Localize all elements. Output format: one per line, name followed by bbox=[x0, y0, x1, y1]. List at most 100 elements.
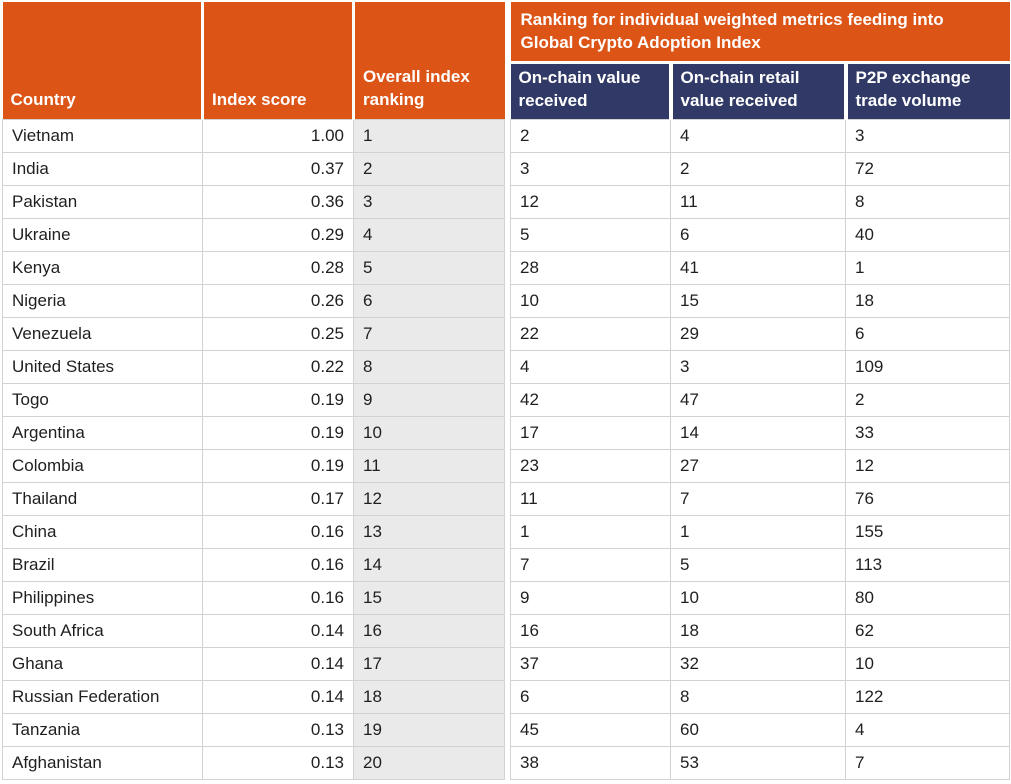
table-row: Vietnam 1.00 1 2 4 3 bbox=[2, 118, 1010, 153]
overall-ranking-cell: 11 bbox=[353, 448, 505, 483]
onchain-value-cell: 7 bbox=[510, 547, 671, 582]
table-row: Thailand 0.17 12 11 7 76 bbox=[2, 481, 1010, 516]
p2p-volume-cell: 8 bbox=[845, 184, 1010, 219]
column-gutter bbox=[504, 185, 511, 218]
overall-ranking-cell: 2 bbox=[353, 151, 505, 186]
index-score-cell: 0.25 bbox=[202, 316, 354, 351]
country-cell: Afghanistan bbox=[2, 745, 203, 780]
index-score-cell: 0.13 bbox=[202, 745, 354, 780]
index-score-cell: 0.28 bbox=[202, 250, 354, 285]
onchain-value-cell: 42 bbox=[510, 382, 671, 417]
index-score-cell: 0.19 bbox=[202, 382, 354, 417]
onchain-retail-cell: 15 bbox=[670, 283, 846, 318]
country-cell: Philippines bbox=[2, 580, 203, 615]
column-gutter bbox=[504, 218, 511, 251]
column-gutter bbox=[504, 317, 511, 350]
index-score-cell: 0.22 bbox=[202, 349, 354, 384]
index-score-cell: 0.13 bbox=[202, 712, 354, 747]
overall-ranking-cell: 14 bbox=[353, 547, 505, 582]
overall-ranking-cell: 5 bbox=[353, 250, 505, 285]
column-gutter bbox=[504, 2, 511, 119]
p2p-volume-cell: 33 bbox=[845, 415, 1010, 450]
country-cell: United States bbox=[2, 349, 203, 384]
country-cell: Ghana bbox=[2, 646, 203, 681]
overall-ranking-cell: 13 bbox=[353, 514, 505, 549]
column-gutter bbox=[504, 548, 511, 581]
table-row: India 0.37 2 3 2 72 bbox=[2, 151, 1010, 186]
col-header-onchain-retail-value-received: On-chain retail value received bbox=[670, 62, 848, 120]
index-score-cell: 0.14 bbox=[202, 679, 354, 714]
onchain-retail-cell: 8 bbox=[670, 679, 846, 714]
overall-ranking-cell: 3 bbox=[353, 184, 505, 219]
p2p-volume-cell: 40 bbox=[845, 217, 1010, 252]
column-gutter bbox=[504, 416, 511, 449]
table-row: Russian Federation 0.14 18 6 8 122 bbox=[2, 679, 1010, 714]
country-cell: Ukraine bbox=[2, 217, 203, 252]
country-cell: South Africa bbox=[2, 613, 203, 648]
country-cell: Nigeria bbox=[2, 283, 203, 318]
onchain-value-cell: 4 bbox=[510, 349, 671, 384]
onchain-value-cell: 10 bbox=[510, 283, 671, 318]
country-cell: Tanzania bbox=[2, 712, 203, 747]
index-score-cell: 0.26 bbox=[202, 283, 354, 318]
p2p-volume-cell: 10 bbox=[845, 646, 1010, 681]
table-row: United States 0.22 8 4 3 109 bbox=[2, 349, 1010, 384]
onchain-retail-cell: 6 bbox=[670, 217, 846, 252]
table-row: Pakistan 0.36 3 12 11 8 bbox=[2, 184, 1010, 219]
country-cell: Vietnam bbox=[2, 118, 203, 153]
table-row: Ghana 0.14 17 37 32 10 bbox=[2, 646, 1010, 681]
onchain-retail-cell: 5 bbox=[670, 547, 846, 582]
column-gutter bbox=[504, 251, 511, 284]
onchain-value-cell: 45 bbox=[510, 712, 671, 747]
table-row: China 0.16 13 1 1 155 bbox=[2, 514, 1010, 549]
onchain-retail-cell: 7 bbox=[670, 481, 846, 516]
onchain-retail-cell: 1 bbox=[670, 514, 846, 549]
onchain-value-cell: 17 bbox=[510, 415, 671, 450]
country-cell: Thailand bbox=[2, 481, 203, 516]
table-row: Afghanistan 0.13 20 38 53 7 bbox=[2, 745, 1010, 780]
table-header: Country Index score Overall index rankin… bbox=[2, 2, 1010, 120]
overall-ranking-cell: 19 bbox=[353, 712, 505, 747]
overall-ranking-cell: 6 bbox=[353, 283, 505, 318]
overall-ranking-cell: 9 bbox=[353, 382, 505, 417]
index-score-cell: 0.19 bbox=[202, 448, 354, 483]
onchain-retail-cell: 14 bbox=[670, 415, 846, 450]
country-cell: Venezuela bbox=[2, 316, 203, 351]
p2p-volume-cell: 62 bbox=[845, 613, 1010, 648]
country-cell: China bbox=[2, 514, 203, 549]
onchain-retail-cell: 11 bbox=[670, 184, 846, 219]
index-score-cell: 0.14 bbox=[202, 646, 354, 681]
onchain-retail-cell: 53 bbox=[670, 745, 846, 780]
onchain-value-cell: 16 bbox=[510, 613, 671, 648]
onchain-retail-cell: 60 bbox=[670, 712, 846, 747]
onchain-retail-cell: 29 bbox=[670, 316, 846, 351]
onchain-value-cell: 38 bbox=[510, 745, 671, 780]
col-header-index-score: Index score bbox=[202, 2, 355, 120]
table-row: Argentina 0.19 10 17 14 33 bbox=[2, 415, 1010, 450]
column-gutter bbox=[504, 746, 511, 779]
p2p-volume-cell: 6 bbox=[845, 316, 1010, 351]
onchain-value-cell: 23 bbox=[510, 448, 671, 483]
column-gutter bbox=[504, 680, 511, 713]
column-gutter bbox=[504, 383, 511, 416]
onchain-retail-cell: 4 bbox=[670, 118, 846, 153]
index-score-cell: 0.16 bbox=[202, 580, 354, 615]
p2p-volume-cell: 7 bbox=[845, 745, 1010, 780]
index-score-cell: 0.37 bbox=[202, 151, 354, 186]
country-cell: Pakistan bbox=[2, 184, 203, 219]
index-score-cell: 0.29 bbox=[202, 217, 354, 252]
onchain-value-cell: 37 bbox=[510, 646, 671, 681]
p2p-volume-cell: 3 bbox=[845, 118, 1010, 153]
onchain-value-cell: 9 bbox=[510, 580, 671, 615]
table-row: Brazil 0.16 14 7 5 113 bbox=[2, 547, 1010, 582]
p2p-volume-cell: 2 bbox=[845, 382, 1010, 417]
onchain-retail-cell: 2 bbox=[670, 151, 846, 186]
index-score-cell: 0.17 bbox=[202, 481, 354, 516]
overall-ranking-cell: 4 bbox=[353, 217, 505, 252]
table-row: Ukraine 0.29 4 5 6 40 bbox=[2, 217, 1010, 252]
overall-ranking-cell: 12 bbox=[353, 481, 505, 516]
p2p-volume-cell: 155 bbox=[845, 514, 1010, 549]
metrics-banner: Ranking for individual weighted metrics … bbox=[510, 2, 1010, 64]
overall-ranking-cell: 1 bbox=[353, 118, 505, 153]
